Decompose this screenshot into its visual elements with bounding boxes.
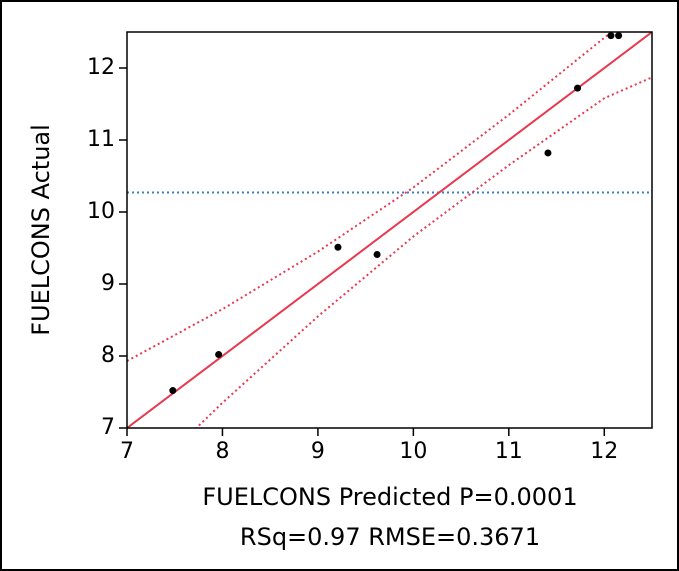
point — [574, 84, 582, 92]
x-tick-label: 7 — [120, 439, 134, 464]
fit-line — [127, 32, 652, 428]
point — [607, 32, 615, 40]
point — [334, 243, 342, 251]
x-tick-label: 8 — [215, 439, 229, 464]
point — [373, 250, 381, 258]
y-tick-label: 10 — [87, 199, 115, 224]
confidence-lower — [194, 76, 652, 428]
y-tick-label: 12 — [87, 55, 115, 80]
plot-border — [126, 31, 653, 429]
y-tick-label: 8 — [101, 343, 115, 368]
y-axis-label: FUELCONS Actual — [27, 124, 55, 336]
x-tick-label: 10 — [399, 439, 427, 464]
x-axis-label: FUELCONS Predicted P=0.0001 — [202, 483, 577, 511]
confidence-upper — [127, 32, 614, 362]
point — [169, 387, 177, 395]
point — [615, 32, 623, 40]
x-axis-label-2: RSq=0.97 RMSE=0.3671 — [240, 523, 540, 551]
plot-area — [127, 32, 652, 428]
x-tick-label: 12 — [590, 439, 618, 464]
point — [215, 351, 223, 359]
x-tick-label: 11 — [495, 439, 523, 464]
y-tick-label: 7 — [101, 415, 115, 440]
y-tick-label: 9 — [101, 271, 115, 296]
point — [544, 149, 552, 157]
y-tick-label: 11 — [87, 127, 115, 152]
x-tick-label: 9 — [311, 439, 325, 464]
